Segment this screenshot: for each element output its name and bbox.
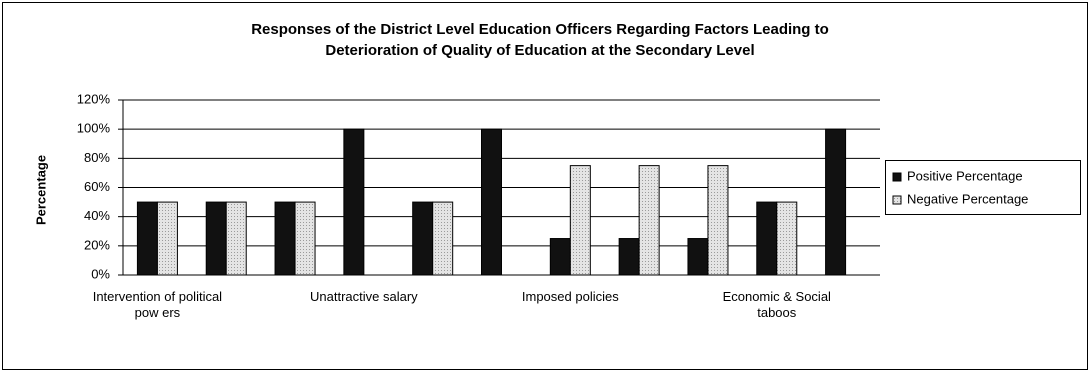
legend-box (885, 160, 1081, 215)
y-axis-title: Percentage (33, 155, 48, 225)
y-tick-label: 20% (84, 237, 110, 252)
legend-label: Positive Percentage (907, 168, 1023, 183)
y-tick-label: 120% (77, 91, 111, 106)
bar (549, 238, 571, 276)
legend-swatch (892, 172, 902, 182)
bar (156, 201, 178, 276)
bar (776, 201, 798, 276)
y-tick-label: 60% (84, 179, 110, 194)
x-tick-label: Imposed policies (521, 289, 619, 304)
y-tick-label: 0% (91, 266, 110, 281)
bar (569, 165, 591, 276)
bar (225, 201, 247, 276)
bar (136, 201, 158, 276)
bar (618, 238, 640, 276)
chart-title: Deterioration of Quality of Education at… (325, 42, 754, 59)
y-tick-label: 80% (84, 150, 110, 165)
bar (412, 201, 434, 276)
bar (205, 201, 227, 276)
legend-label: Negative Percentage (907, 191, 1028, 206)
bar (274, 201, 296, 276)
y-tick-label: 40% (84, 208, 110, 223)
bar (343, 128, 365, 276)
x-tick-label: Unattractive salary (310, 289, 418, 304)
bar (481, 128, 502, 276)
y-tick-label: 100% (77, 121, 111, 136)
chart-title: Responses of the District Level Educatio… (251, 21, 829, 38)
bar (825, 128, 847, 276)
bar (432, 201, 454, 276)
legend-swatch (892, 195, 902, 205)
bar (756, 201, 778, 276)
x-tick-label: Intervention of political pow ers (92, 289, 223, 320)
bar (687, 238, 709, 276)
x-tick-label: Economic & Social taboos (722, 289, 831, 320)
bar (638, 165, 660, 276)
bar (294, 201, 316, 276)
bar (707, 165, 729, 276)
